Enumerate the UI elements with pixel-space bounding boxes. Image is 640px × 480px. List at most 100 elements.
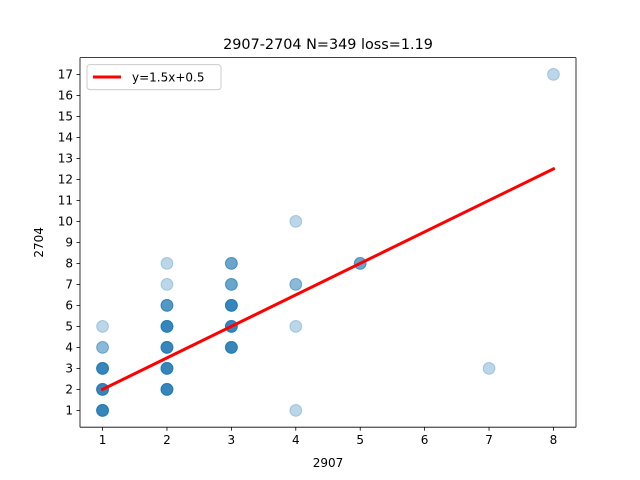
data-point-marker	[96, 362, 109, 375]
data-point	[160, 257, 174, 270]
data-point-marker	[224, 341, 238, 354]
data-point-marker	[482, 362, 496, 375]
data-point	[96, 320, 109, 333]
fit-line-layer	[100, 166, 556, 392]
x-tick-label: 6	[421, 433, 429, 447]
data-point	[289, 320, 303, 333]
x-axis-label: 2907	[313, 456, 344, 470]
data-point-marker	[160, 362, 174, 375]
data-point	[160, 362, 174, 375]
data-point-marker	[160, 362, 174, 375]
data-point-marker	[160, 299, 174, 312]
y-tick-label: 15	[58, 110, 73, 124]
data-point-marker	[160, 320, 174, 333]
data-point-marker	[224, 299, 238, 312]
data-point	[160, 278, 174, 291]
data-point-marker	[96, 341, 109, 354]
data-point	[96, 341, 109, 354]
data-point-marker	[160, 383, 174, 396]
data-point-marker	[224, 299, 238, 312]
y-tick-label: 10	[58, 215, 73, 229]
data-point-marker	[160, 278, 174, 291]
y-tick-label: 1	[65, 404, 73, 418]
data-point-marker	[160, 383, 174, 396]
y-tick-label: 5	[65, 320, 73, 334]
data-point-marker	[160, 257, 174, 270]
data-point	[224, 278, 238, 291]
data-point-marker	[160, 362, 174, 375]
data-point	[224, 257, 238, 270]
data-point-marker	[224, 278, 238, 291]
data-point	[547, 68, 560, 81]
data-point-marker	[224, 341, 238, 354]
data-point-marker	[289, 404, 303, 417]
data-point-marker	[96, 404, 109, 417]
y-tick-label: 12	[58, 173, 73, 187]
data-point-marker	[224, 257, 238, 270]
data-point-marker	[160, 383, 174, 396]
y-tick-label: 16	[58, 89, 73, 103]
y-tick-label: 11	[58, 194, 73, 208]
legend-box	[86, 64, 222, 91]
data-point-marker	[224, 299, 238, 312]
data-point-marker	[96, 404, 109, 417]
data-point-marker	[160, 341, 174, 354]
y-tick-label: 3	[65, 362, 73, 376]
data-point-marker	[224, 341, 238, 354]
x-tick-label: 1	[99, 433, 107, 447]
data-point-marker	[160, 362, 174, 375]
data-point-marker	[160, 362, 174, 375]
data-point	[160, 341, 174, 354]
y-tick-label: 14	[58, 131, 73, 145]
data-point-marker	[160, 299, 174, 312]
data-point-marker	[96, 362, 109, 375]
data-point-marker	[289, 278, 303, 291]
data-point-marker	[224, 257, 238, 270]
data-point-marker	[160, 383, 174, 396]
y-tick-label: 6	[65, 299, 73, 313]
data-point-marker	[96, 404, 109, 417]
data-point	[289, 404, 303, 417]
data-point	[482, 362, 496, 375]
data-point-marker	[224, 341, 238, 354]
y-axis-label: 2704	[32, 227, 46, 258]
x-tick-label: 4	[292, 433, 300, 447]
data-point	[160, 383, 174, 396]
x-tick-label: 3	[228, 433, 236, 447]
x-tick-label: 8	[550, 433, 558, 447]
y-tick-label: 9	[65, 236, 73, 250]
data-point-marker	[160, 341, 174, 354]
data-point-marker	[224, 299, 238, 312]
data-point-marker	[160, 320, 174, 333]
data-point-marker	[224, 257, 238, 270]
data-point-marker	[160, 320, 174, 333]
data-point-marker	[289, 215, 303, 228]
data-point-marker	[96, 404, 109, 417]
data-point	[96, 362, 109, 375]
data-point-marker	[96, 362, 109, 375]
data-point-marker	[224, 341, 238, 354]
y-tick-label: 7	[65, 278, 73, 292]
data-point-marker	[289, 320, 303, 333]
data-point-marker	[96, 362, 109, 375]
data-point-marker	[160, 299, 174, 312]
data-point	[289, 278, 303, 291]
data-point-marker	[160, 299, 174, 312]
data-point-marker	[224, 278, 238, 291]
data-point	[289, 215, 303, 228]
data-point-marker	[96, 362, 109, 375]
data-point	[96, 404, 109, 417]
x-tick-label: 5	[356, 433, 364, 447]
plot-area	[80, 57, 576, 428]
data-point-marker	[96, 320, 109, 333]
data-point-marker	[289, 278, 303, 291]
data-point	[160, 320, 174, 333]
data-point-marker	[160, 341, 174, 354]
data-point-marker	[160, 341, 174, 354]
y-tick-label: 2	[65, 383, 73, 397]
data-point-marker	[160, 320, 174, 333]
legend-label: y=1.5x+0.5	[132, 71, 204, 85]
axes-frame	[79, 57, 577, 428]
data-point-marker	[160, 362, 174, 375]
